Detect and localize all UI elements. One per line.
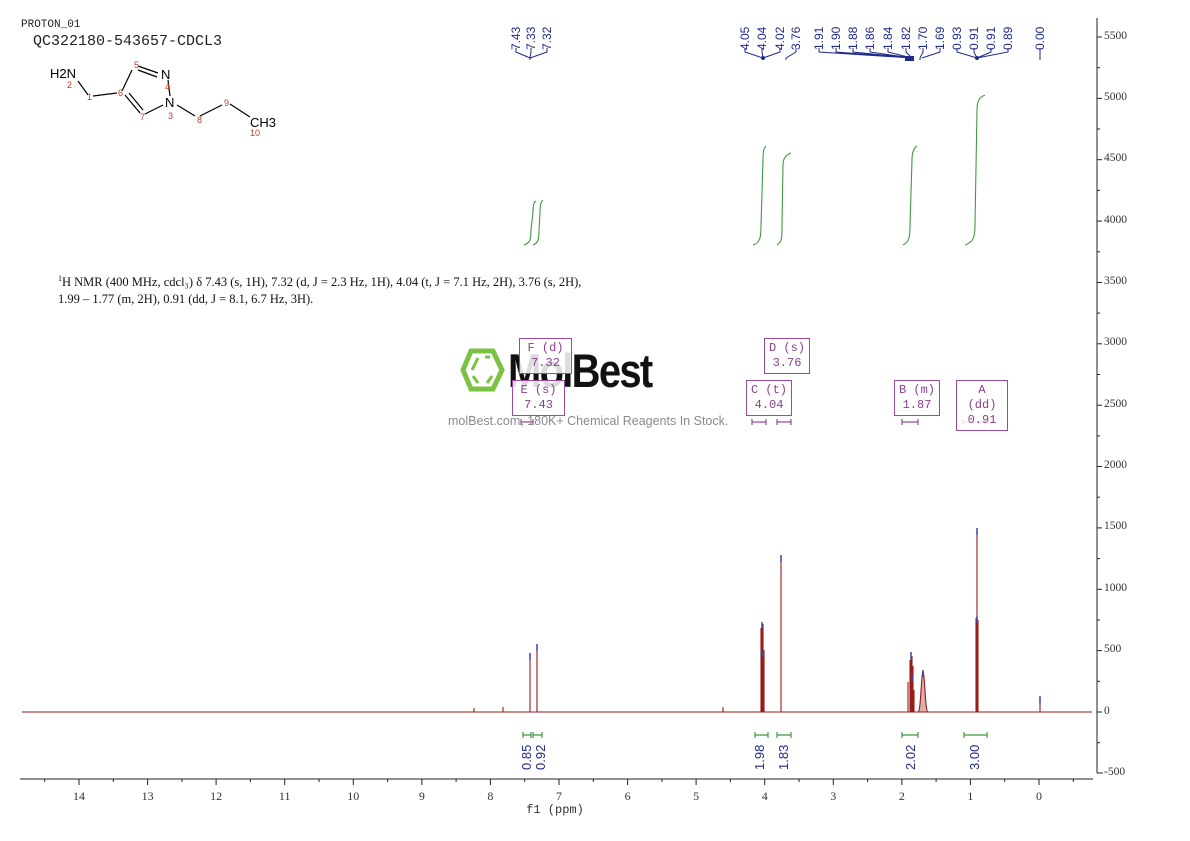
nmr-summary-line1: H NMR (400 MHz, cdcl₃) δ 7.43 (s, 1H), 7…: [62, 275, 582, 290]
x-tick-label: 1: [967, 789, 974, 803]
x-axis-label: f1 (ppm): [526, 803, 584, 817]
integral-label: 0.92: [533, 744, 548, 770]
svg-text:8: 8: [197, 115, 202, 125]
integral-curves: [523, 94, 986, 246]
watermark-tagline: molBest.com, 180K+ Chemical Reagents In …: [448, 414, 729, 428]
y-tick-label: 3500: [1104, 275, 1127, 287]
multiplet-label-f: F (d) 7.32: [519, 338, 572, 374]
peak-label: 0.91: [967, 26, 981, 50]
integral-label: 1.83: [776, 744, 791, 770]
x-tick-label: 13: [141, 789, 154, 803]
multiplet-label-d: D (s) 3.76: [764, 338, 810, 374]
y-tick-label: 0: [1104, 705, 1110, 717]
experiment-name: PROTON_01: [21, 19, 81, 31]
y-tick-label: 500: [1104, 643, 1122, 655]
peak-connectors: [515, 48, 1041, 60]
peak-label: 1.86: [863, 26, 877, 50]
peak-label: 1.91: [812, 26, 826, 50]
peak-label: 0.89: [1001, 26, 1015, 50]
methyl-label: CH3: [250, 115, 276, 130]
svg-text:4: 4: [165, 82, 170, 92]
x-tick-label: 6: [624, 789, 631, 803]
x-tick-label: 9: [418, 789, 425, 803]
nmr-summary-line2: 1.99 – 1.77 (m, 2H), 0.91 (dd, J = 8.1, …: [58, 292, 314, 307]
y-tick-label: -500: [1104, 766, 1126, 778]
x-axis-ticks: [44, 779, 1074, 785]
x-tick-label: 10: [347, 789, 360, 803]
peak-label: 3.76: [789, 26, 803, 50]
n3-label: N: [165, 95, 174, 110]
peak-label: 1.88: [846, 26, 860, 50]
x-tick-label: 12: [210, 789, 223, 803]
integral-label: 1.98: [752, 744, 767, 770]
peak-label: 1.82: [899, 26, 913, 50]
multiplet-label-b: B (m) 1.87: [894, 380, 940, 416]
y-tick-label: 3000: [1104, 336, 1127, 348]
x-tick-label: 3: [830, 789, 837, 803]
peak-label: 1.90: [829, 26, 843, 50]
n4-label: N: [161, 67, 170, 82]
integral-ranges: [522, 732, 988, 738]
x-tick-label: 5: [693, 789, 700, 803]
peak-label: 4.05: [738, 26, 752, 50]
y-tick-label: 5000: [1104, 91, 1127, 103]
molbest-logo-icon: [460, 348, 505, 392]
x-tick-label: 8: [487, 789, 494, 803]
peak-label: 7.32: [540, 26, 554, 50]
amine-label: H2N: [50, 66, 76, 81]
y-tick-label: 4000: [1104, 214, 1127, 226]
y-tick-label: 4500: [1104, 152, 1127, 164]
integral-label: 0.85: [519, 744, 534, 770]
svg-text:1: 1: [87, 92, 92, 102]
x-tick-label: 4: [761, 789, 768, 803]
peak-label: 1.69: [933, 26, 947, 50]
chemical-structure: H2N N N CH3 1 2 3 4 5 6 7 8 9 10: [50, 60, 276, 138]
svg-text:2: 2: [67, 80, 72, 90]
peak-label: 0.91: [984, 26, 998, 50]
peak-label: 1.84: [881, 26, 895, 50]
y-tick-label: 1500: [1104, 520, 1127, 532]
spectrum-trace: [22, 530, 1092, 713]
multiplet-label-e: E (s) 7.43: [512, 380, 565, 416]
peak-label: 4.02: [773, 26, 787, 50]
peak-markers: [529, 528, 1041, 703]
y-tick-label: 2000: [1104, 459, 1127, 471]
svg-text:6: 6: [118, 88, 123, 98]
svg-text:9: 9: [224, 98, 229, 108]
y-tick-label: 2500: [1104, 398, 1127, 410]
y-axis: [1096, 18, 1103, 774]
peak-label: 7.33: [524, 26, 538, 50]
multiplet-label-c: C (t) 4.04: [746, 380, 792, 416]
y-tick-label: 1000: [1104, 582, 1127, 594]
x-tick-label: 7: [556, 789, 562, 803]
nmr-summary: 1H NMR (400 MHz, cdcl₃) δ 7.43 (s, 1H), …: [58, 270, 678, 308]
svg-text:7: 7: [140, 112, 145, 122]
peak-label: 1.70: [916, 26, 930, 50]
svg-text:10: 10: [250, 128, 260, 138]
peak-label: 4.04: [755, 26, 769, 50]
x-tick-label: 2: [898, 789, 905, 803]
peak-label: 7.43: [509, 26, 523, 50]
peak-label: 0.93: [950, 26, 964, 50]
x-tick-label: 14: [73, 789, 85, 803]
integral-label: 2.02: [903, 744, 918, 770]
sample-name: QC322180-543657-CDCL3: [33, 33, 223, 50]
peak-label: 0.00: [1033, 26, 1047, 50]
integral-label: 3.00: [967, 744, 982, 770]
x-tick-label: 11: [278, 789, 291, 803]
x-tick-label: 0: [1036, 789, 1042, 803]
svg-text:3: 3: [168, 111, 173, 121]
svg-text:5: 5: [134, 60, 139, 70]
y-tick-label: 5500: [1104, 30, 1127, 42]
multiplet-label-a: A (dd) 0.91: [956, 380, 1008, 431]
